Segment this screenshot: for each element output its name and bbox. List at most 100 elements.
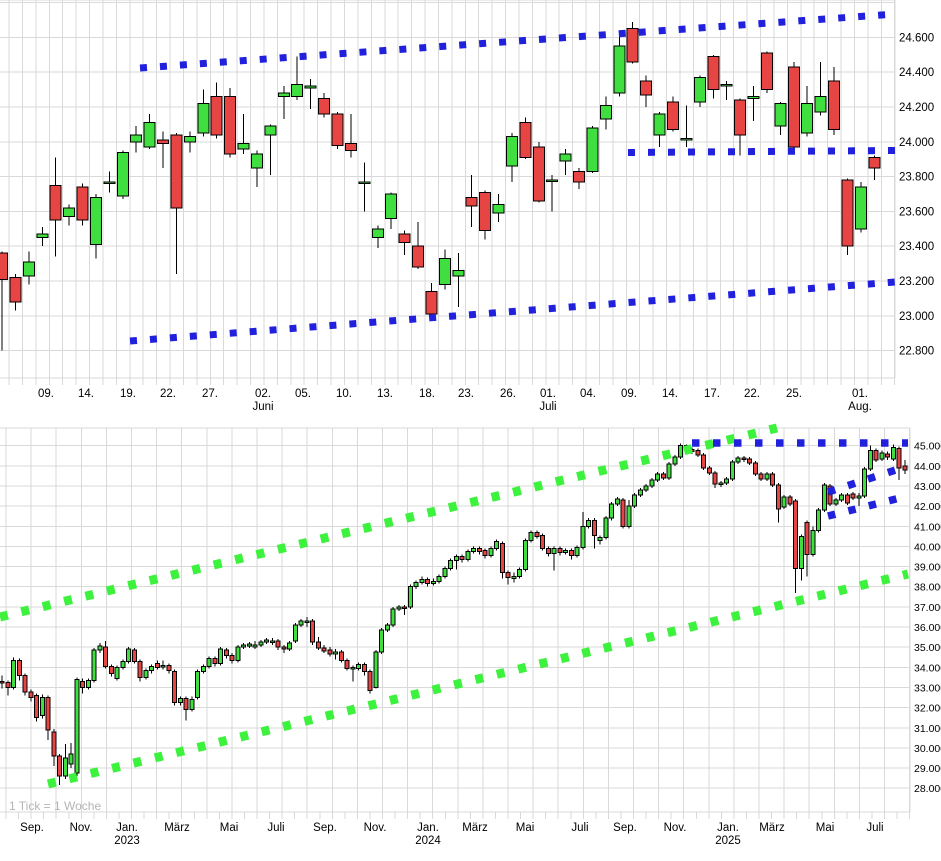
candle [511,572,517,583]
candle [841,178,854,255]
candle [559,148,572,175]
candle [810,526,816,557]
candle [373,650,379,689]
candle [660,471,666,480]
candle [828,66,841,135]
candle [459,554,465,563]
candle [430,578,436,586]
candle [626,21,639,64]
x-axis-label: 27. [202,388,218,400]
plot-area-weekly-chart[interactable] [0,428,910,812]
candle [407,584,413,609]
x-axis-label: 01. [540,388,556,400]
candle [632,493,637,509]
grid [0,0,896,385]
trendline-trend_blue [826,462,910,496]
x-axis-label: 26. [500,388,516,400]
y-axis-label: 45.000 [914,441,941,453]
candle [649,477,655,489]
candle [0,675,5,689]
candle [666,461,672,480]
candle [292,623,298,644]
candle [350,665,356,682]
candle [338,650,344,663]
candle [724,476,729,485]
candle [574,545,580,558]
candle [672,454,678,466]
y-axis-label: 33.000 [914,682,941,694]
candle [720,80,733,101]
candle [419,576,425,585]
trendline-trend_green [46,569,910,789]
x-axis-label: Sep. [20,822,44,834]
candle [814,61,827,116]
candle [902,459,908,474]
candle [678,443,683,459]
candle [626,500,632,529]
candle [793,499,798,593]
candle [522,538,528,572]
candle [116,150,129,200]
candle [331,112,344,149]
x-axis-label: 14. [78,388,94,400]
grid [0,427,911,819]
candle [609,502,614,521]
candle [741,455,747,462]
x-axis-label: März [164,822,190,834]
candle [287,641,292,652]
candle [39,694,45,719]
x-axis-label: Jan. [417,822,439,834]
candle [693,75,706,108]
x-axis-label: Jan. [116,822,138,834]
candle [775,482,781,523]
candle [546,174,559,212]
candle [534,530,540,539]
candle [74,677,80,777]
candle [551,546,557,571]
candle [545,546,551,557]
candle [448,558,453,571]
candle [787,495,793,507]
candle [361,662,367,676]
candle [63,204,76,226]
candle [787,61,800,149]
candle [801,86,814,137]
y-axis-label: 38.000 [914,582,941,594]
candle [384,623,390,633]
candle [591,518,597,549]
x-axis-label: Sep. [313,822,337,834]
candle [844,493,850,506]
candle [620,498,626,529]
y-axis-label: 36.000 [914,622,941,634]
candle [774,101,787,135]
candle [11,657,16,690]
x-axis-label: Juli [267,822,284,834]
candle [540,533,545,551]
candle [36,227,49,247]
plot-area-daily-chart[interactable] [0,0,895,378]
candle [76,183,89,226]
candle [103,641,108,669]
candle [166,663,172,674]
y-axis-label: 44.000 [914,461,941,473]
candle [747,456,752,465]
candle [586,126,599,174]
candle [22,673,28,696]
candle [856,493,862,507]
candle [160,660,166,670]
candle [154,660,160,670]
trendline-trend_blue [139,10,896,72]
candle [218,647,223,666]
x-axis-label: 01. [852,388,868,400]
x-axis-label: Mai [220,822,239,834]
candle [327,647,333,657]
candle [890,444,896,461]
candle [57,753,62,786]
candle [425,282,438,320]
x-axis-label: 10. [336,388,352,400]
candle [195,669,200,700]
candle [586,518,591,529]
x-axis-label: 02. [255,388,271,400]
